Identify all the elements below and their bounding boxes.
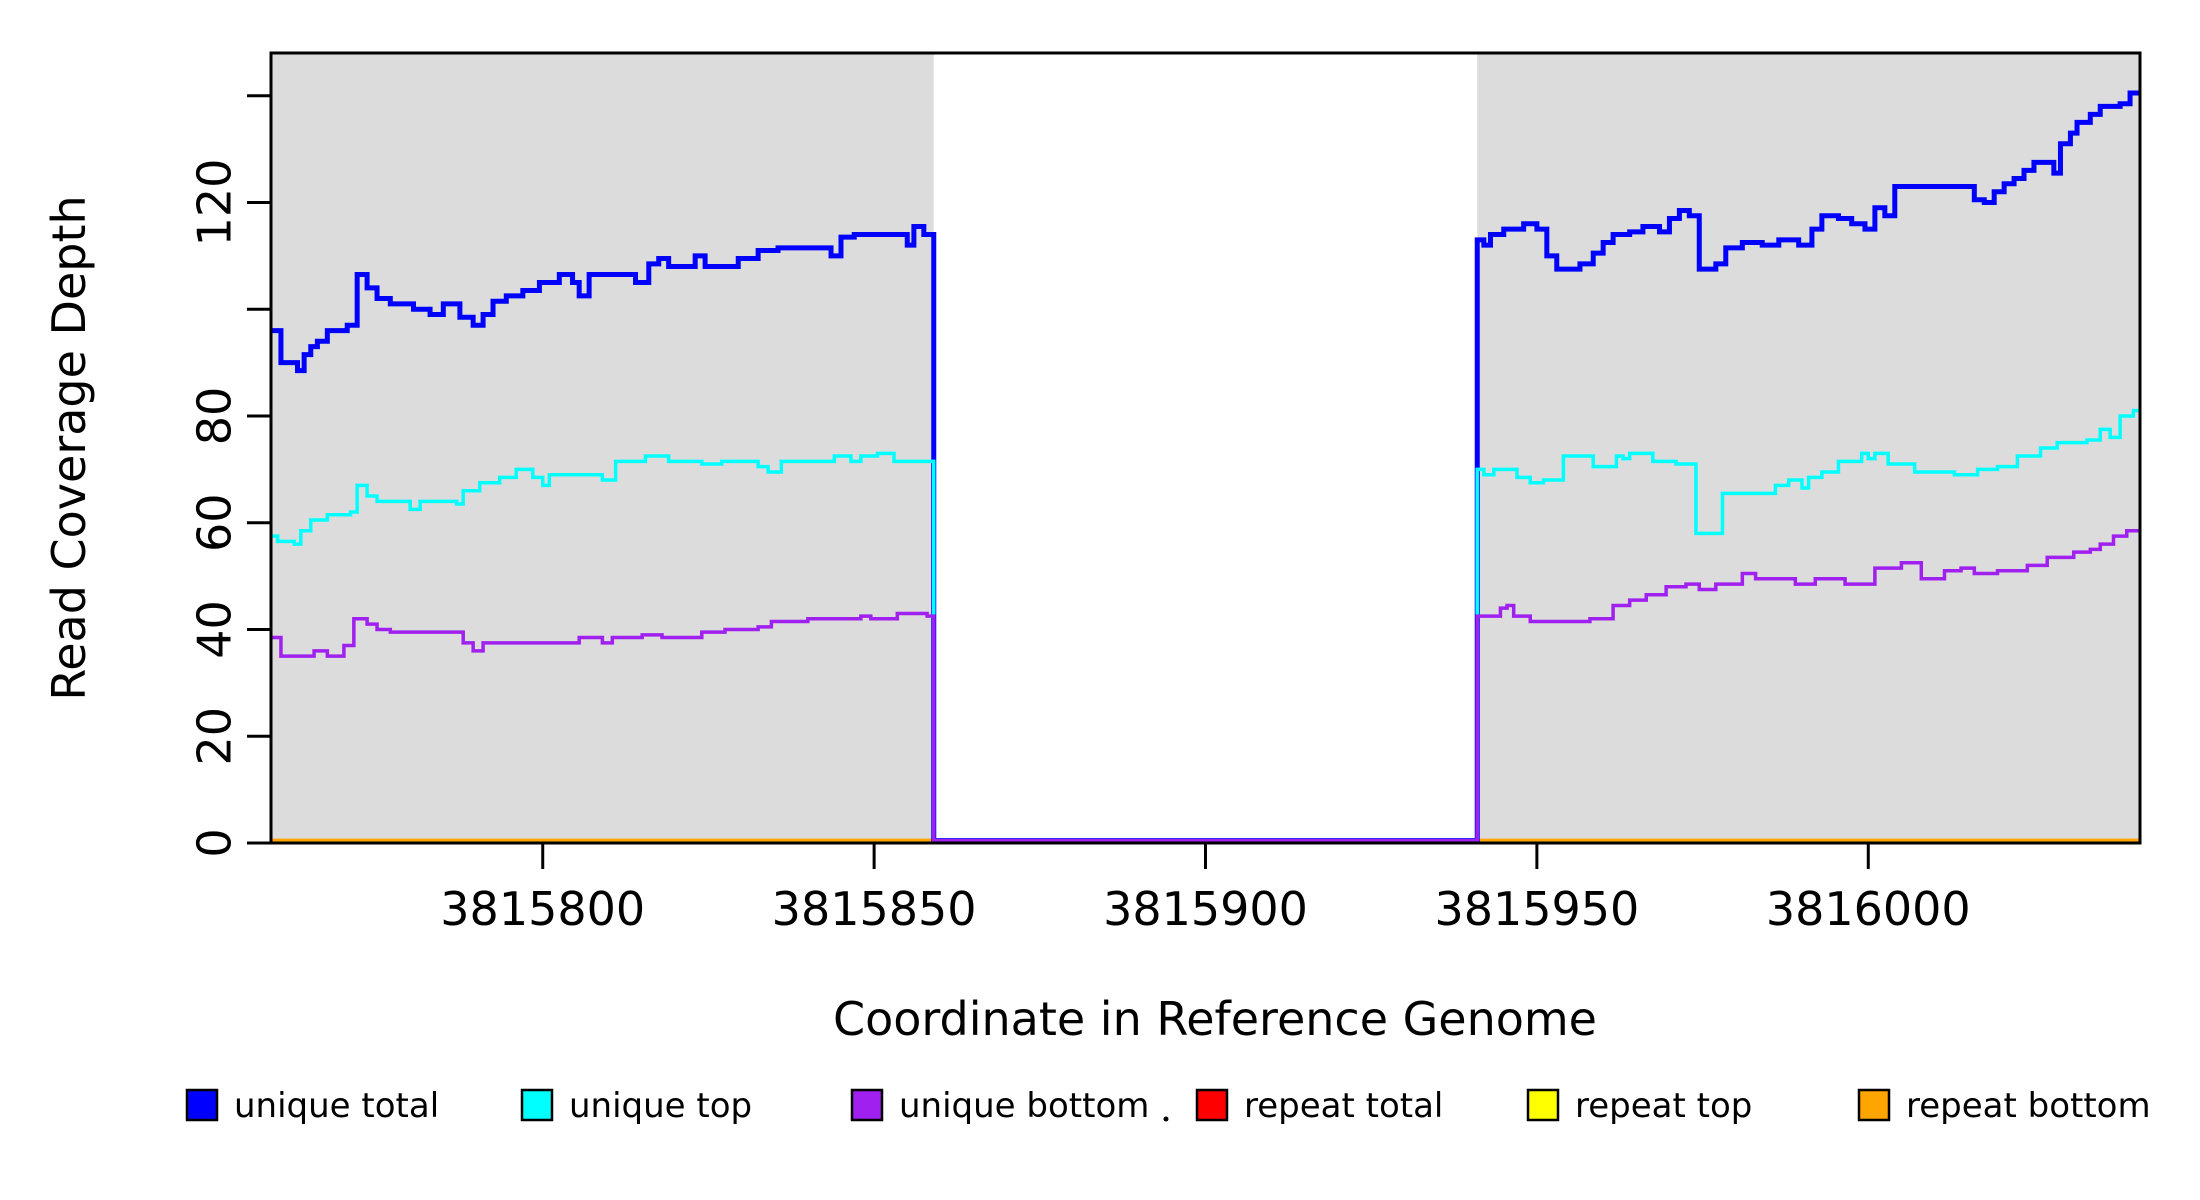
- legend-swatch: [185, 1088, 219, 1122]
- x-axis: 3815800 3815850 3815900 3815950 3816000: [440, 843, 1971, 936]
- x-axis-title: Coordinate in Reference Genome: [833, 992, 1597, 1046]
- legend-label: repeat top: [1575, 1086, 1752, 1126]
- legend: unique total unique top unique bottom repea…: [185, 1086, 2151, 1126]
- shaded-region: [1477, 53, 2140, 843]
- legend-swatch: [1195, 1088, 1229, 1122]
- legend-swatch: [1857, 1088, 1891, 1122]
- legend-label: repeat bottom: [1906, 1086, 2151, 1126]
- legend-label: repeat total: [1244, 1086, 1443, 1126]
- x-tick-label: 3815800: [440, 882, 645, 936]
- legend-item-unique-top: unique top: [520, 1086, 752, 1126]
- y-axis-title: Read Coverage Depth: [42, 195, 96, 700]
- y-tick-label: 60: [188, 493, 242, 552]
- legend-swatch: [850, 1088, 884, 1122]
- shaded-regions: [271, 53, 2140, 843]
- y-tick-label: 40: [188, 600, 242, 659]
- legend-item-unique-bottom: unique bottom: [850, 1086, 1149, 1126]
- series-unique-top: [271, 408, 2140, 843]
- legend-label: unique bottom: [899, 1086, 1149, 1126]
- legend-item-repeat-top: repeat top: [1526, 1086, 1752, 1126]
- series-unique-total: [271, 90, 2140, 843]
- y-tick-label: 80: [188, 387, 242, 446]
- x-tick-label: 3815950: [1434, 882, 1639, 936]
- legend-item-repeat-bottom: repeat bottom: [1857, 1086, 2151, 1126]
- legend-swatch: [520, 1088, 554, 1122]
- y-tick-label: 0: [188, 828, 242, 857]
- shaded-region: [271, 53, 934, 843]
- legend-item-unique-total: unique total: [185, 1086, 439, 1126]
- x-tick-label: 3816000: [1766, 882, 1971, 936]
- y-tick-label: 20: [188, 707, 242, 766]
- x-tick-label: 3815900: [1103, 882, 1308, 936]
- legend-swatch: [1526, 1088, 1560, 1122]
- legend-label: unique total: [234, 1086, 439, 1126]
- x-tick-label: 3815850: [772, 882, 977, 936]
- stray-dot-artifact: [1163, 1116, 1169, 1122]
- series-lines: [271, 90, 2140, 843]
- legend-label: unique top: [569, 1086, 752, 1126]
- y-axis: 0 20 40 60 80 120: [188, 94, 271, 858]
- series-unique-bottom: [271, 528, 2140, 843]
- y-tick-label: 120: [188, 159, 242, 247]
- legend-item-repeat-total: repeat total: [1195, 1086, 1443, 1126]
